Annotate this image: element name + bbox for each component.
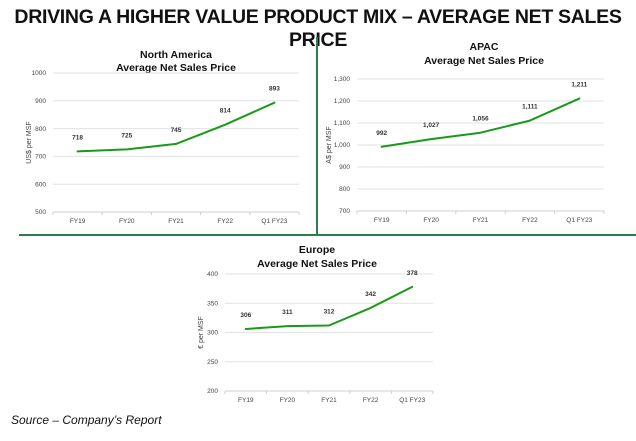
x-tick-label: FY22 [363, 397, 379, 404]
y-tick-label: 1000 [32, 70, 47, 77]
data-label: 1,111 [522, 104, 538, 111]
chart-title: North America [140, 49, 212, 61]
y-tick-label: 900 [35, 98, 46, 105]
x-tick-label: FY19 [238, 397, 254, 404]
data-point [328, 324, 330, 327]
data-label: 893 [269, 86, 280, 93]
y-tick-label: 1,200 [334, 98, 351, 105]
chart-subtitle: Average Net Sales Price [424, 55, 544, 67]
x-tick-label: FY22 [217, 218, 233, 225]
data-point [76, 150, 79, 153]
data-point [286, 325, 289, 327]
y-tick-label: 600 [35, 181, 46, 188]
x-tick-label: FY20 [423, 217, 439, 224]
x-tick-label: FY20 [280, 397, 296, 404]
y-tick-label: 800 [35, 126, 46, 133]
x-tick-label: FY21 [473, 217, 489, 224]
data-label: 342 [365, 291, 376, 298]
data-label: 311 [282, 309, 293, 316]
y-axis-label: US$ per MSF [26, 121, 33, 163]
data-point [224, 123, 226, 126]
x-tick-label: FY21 [168, 218, 184, 225]
y-tick-label: 700 [339, 208, 350, 215]
data-label: 1,056 [472, 116, 489, 123]
data-label: 1,211 [571, 82, 587, 89]
data-point [411, 286, 414, 288]
data-label: 992 [376, 130, 387, 137]
chart-subtitle: Average Net Sales Price [116, 62, 236, 74]
y-tick-label: 300 [207, 330, 218, 337]
page-title: DRIVING A HIGHER VALUE PRODUCT MIX – AVE… [14, 6, 622, 51]
x-tick-label: Q1 FY23 [399, 397, 425, 404]
y-tick-label: 500 [35, 209, 46, 216]
y-tick-label: 800 [339, 186, 350, 193]
data-label: 312 [324, 308, 335, 315]
horizontal-divider [19, 234, 636, 236]
chart-title: APAC [470, 41, 499, 53]
data-point [479, 131, 482, 134]
x-tick-label: FY19 [374, 217, 390, 224]
data-point [578, 97, 581, 100]
data-label: 725 [121, 132, 132, 139]
x-tick-label: FY21 [321, 397, 337, 404]
x-tick-label: Q1 FY23 [566, 217, 592, 224]
y-tick-label: 350 [207, 300, 218, 307]
data-label: 814 [220, 108, 231, 115]
y-axis-label: € per MSF [198, 316, 205, 349]
data-label: 745 [171, 127, 182, 134]
y-tick-label: 400 [207, 271, 218, 278]
chart-subtitle: Average Net Sales Price [257, 258, 377, 270]
data-point [245, 328, 247, 330]
data-point [273, 101, 276, 104]
y-axis-label: A$ per MSF [326, 126, 333, 163]
data-point [126, 148, 128, 151]
x-tick-label: FY20 [119, 218, 135, 225]
data-point [175, 143, 177, 145]
chart-title: Europe [299, 244, 335, 256]
x-tick-label: Q1 FY23 [261, 218, 287, 225]
x-tick-label: FY22 [522, 217, 538, 224]
y-tick-label: 1,100 [334, 120, 351, 127]
data-point [380, 145, 383, 148]
source-note: Source – Company’s Report [11, 413, 162, 427]
y-tick-label: 900 [339, 164, 350, 171]
y-tick-label: 250 [207, 359, 218, 366]
data-point [369, 307, 372, 309]
data-label: 1,027 [423, 122, 440, 129]
data-point [430, 138, 432, 140]
data-point [529, 119, 531, 122]
data-label: 718 [72, 134, 83, 141]
y-tick-label: 1,300 [334, 76, 351, 83]
y-tick-label: 700 [35, 154, 46, 161]
x-tick-label: FY19 [70, 218, 86, 225]
vertical-divider [316, 37, 318, 236]
data-label: 378 [407, 270, 418, 277]
y-tick-label: 1,000 [334, 142, 351, 149]
y-tick-label: 200 [207, 388, 218, 395]
data-label: 306 [240, 312, 251, 319]
